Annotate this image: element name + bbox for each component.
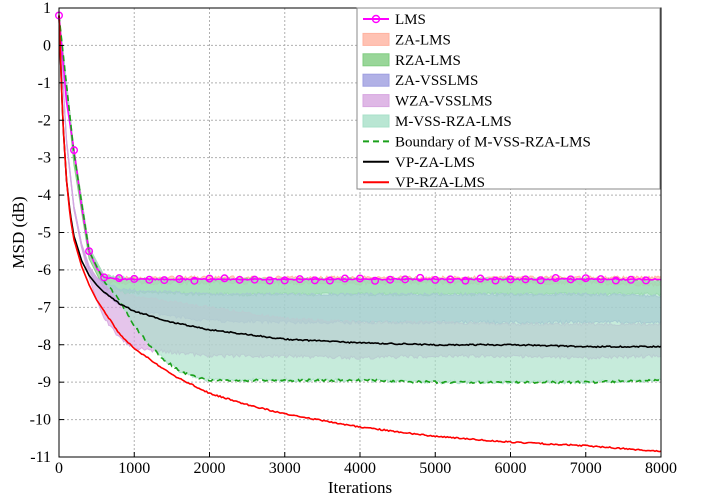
marker-lms [446, 275, 455, 284]
legend-label-rza-lms: RZA-LMS [395, 53, 461, 69]
line-vp-za-lms [58, 15, 662, 349]
band-edge-upper [58, 15, 662, 280]
y-tick-label: -3 [38, 150, 51, 167]
x-tick-label: 3000 [269, 460, 301, 477]
marker-lms [521, 275, 530, 284]
line-lms [58, 15, 662, 281]
band-m-vss-rza-lms [59, 15, 661, 384]
marker-lms [265, 276, 274, 285]
legend-box [356, 7, 661, 190]
legend-label-boundary-of-m-vss-rza-lms: Boundary of M-VSS-RZA-LMS [395, 134, 591, 150]
x-tick-label: 4000 [344, 460, 376, 477]
legend: LMS ZA-LMS RZA-LMS ZA-VSSLMS WZA-VSSLMS M-VSS… [356, 7, 661, 191]
marker-lms [145, 275, 154, 284]
marker-lms [506, 275, 515, 284]
legend-label-vp-za-lms: VP-ZA-LMS [395, 155, 475, 171]
marker-lms [536, 276, 545, 285]
legend-swatch-wza-vsslms [362, 94, 390, 108]
legend-marker-lms [371, 14, 381, 24]
series-lines [58, 15, 662, 453]
x-tick-label: 8000 [645, 460, 677, 477]
y-tick-label: -1 [38, 75, 51, 92]
marker-lms [205, 274, 214, 283]
marker-lms [115, 274, 124, 283]
marker-lms [401, 275, 410, 284]
marker-lms [551, 274, 560, 283]
x-tick-label: 5000 [419, 460, 451, 477]
marker-lms [626, 275, 635, 284]
y-tick-label: 0 [43, 37, 51, 54]
marker-lms [566, 275, 575, 284]
marker-lms [476, 274, 485, 283]
marker-lms [416, 273, 425, 282]
y-tick-label: -7 [38, 299, 51, 316]
marker-lms [641, 276, 650, 285]
legend-label-lms: LMS [395, 12, 426, 28]
legend-swatch-za-vsslms [362, 73, 390, 87]
marker-lms [581, 274, 590, 283]
marker-lms [310, 276, 319, 285]
marker-lms [85, 247, 94, 256]
x-axis-label: Iterations [328, 478, 392, 497]
tick-labels: 0 1000 2000 3000 4000 5000 6000 7000 8000 1 0 -1 -2 -… [30, 0, 677, 477]
marker-lms [295, 275, 304, 284]
x-tick-label: 7000 [570, 460, 602, 477]
marker-lms [611, 276, 620, 285]
y-tick-label: -11 [30, 449, 51, 466]
marker-lms [175, 275, 184, 284]
marker-lms [280, 276, 289, 285]
y-tick-label: -2 [38, 112, 51, 129]
marker-lms [340, 274, 349, 283]
x-tick-label: 6000 [495, 460, 527, 477]
marker-lms [220, 274, 229, 283]
legend-swatch-rza-lms [362, 53, 390, 67]
legend-swatch-za-lms [362, 32, 390, 46]
marker-lms [491, 276, 500, 285]
marker-lms [325, 276, 334, 285]
marker-lms [461, 276, 470, 285]
x-tick-label: 2000 [194, 460, 226, 477]
marker-lms [371, 276, 380, 285]
line-boundary-of-m-vss-rza-lms [58, 15, 662, 385]
y-tick-label: -9 [38, 374, 51, 391]
y-tick-label: 1 [43, 0, 51, 17]
y-tick-label: -8 [38, 337, 51, 354]
series-bands [58, 15, 662, 385]
series-markers [55, 11, 650, 285]
y-tick-label: -10 [30, 412, 51, 429]
legend-label-vp-rza-lms: VP-RZA-LMS [395, 175, 485, 191]
marker-lms [386, 275, 395, 284]
legend-label-za-vsslms: ZA-VSSLMS [395, 73, 478, 89]
marker-lms [250, 275, 259, 284]
marker-lms [356, 274, 365, 283]
x-tick-label: 0 [55, 460, 63, 477]
x-tick-label: 1000 [118, 460, 150, 477]
marker-lms [70, 146, 79, 155]
marker-lms [100, 273, 109, 282]
marker-lms [431, 275, 440, 284]
legend-label-wza-vsslms: WZA-VSSLMS [395, 94, 493, 110]
line-vp-rza-lms [58, 15, 662, 453]
y-tick-label: -4 [38, 187, 51, 204]
y-tick-label: -6 [38, 262, 51, 279]
y-axis-label: MSD (dB) [9, 196, 28, 268]
legend-label-za-lms: ZA-LMS [395, 32, 451, 48]
marker-lms [130, 274, 139, 283]
legend-swatch-m-vss-rza-lms [362, 114, 390, 128]
legend-label-m-vss-rza-lms: M-VSS-RZA-LMS [395, 114, 512, 130]
marker-lms [160, 276, 169, 285]
y-tick-label: -5 [38, 225, 51, 242]
marker-lms [235, 275, 244, 284]
marker-lms [190, 276, 199, 285]
marker-lms [596, 275, 605, 284]
